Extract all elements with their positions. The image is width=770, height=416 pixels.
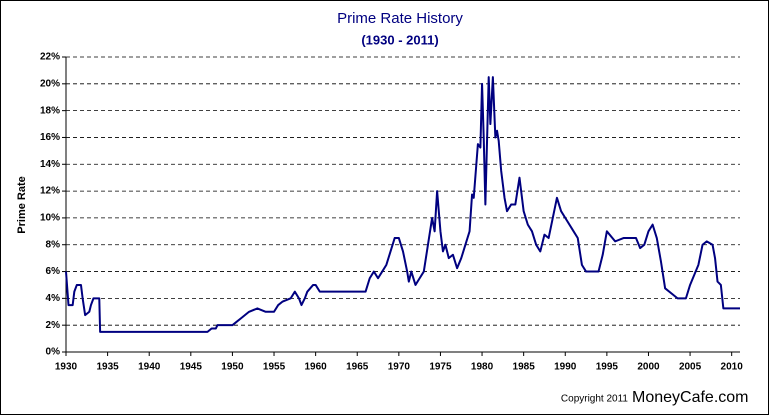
plot-area [66,57,740,352]
y-tick-label: 4% [46,293,61,304]
x-tick-label: 1935 [96,362,119,373]
y-tick-label: 12% [40,186,60,197]
x-tick-label: 1955 [263,362,286,373]
x-tick-label: 1990 [554,362,577,373]
y-tick-label: 20% [40,78,60,89]
x-tick-label: 1985 [513,362,536,373]
x-tick-label: 2000 [637,362,660,373]
x-tick-label: 1995 [596,362,619,373]
series-line [65,76,740,333]
x-tick-label: 1945 [180,362,203,373]
credit-prefix: Copyright 2011 [561,394,629,405]
y-tick-label: 6% [46,266,61,277]
y-tick-label: 22% [40,52,60,63]
y-tick-label: 8% [46,239,61,250]
x-tick-label: 1970 [388,362,411,373]
chart-title: Prime Rate History [337,10,463,27]
x-tick-label: 1965 [346,362,369,373]
y-axis-label: Prime Rate [16,176,28,233]
y-tick-label: 16% [40,132,60,143]
x-tick-label: 1980 [471,362,494,373]
x-tick-label: 1930 [55,362,78,373]
chart-subtitle: (1930 - 2011) [361,32,438,47]
y-tick-label: 18% [40,105,60,116]
x-tick-label: 2010 [721,362,744,373]
x-tick-label: 1960 [305,362,328,373]
y-tick-label: 14% [40,159,60,170]
x-tick-label: 1950 [221,362,244,373]
x-tick-label: 1940 [138,362,161,373]
y-tick-label: 2% [46,320,61,331]
credit-site: MoneyCafe.com [632,389,749,406]
x-tick-label: 1975 [429,362,452,373]
x-tick-label: 2005 [679,362,702,373]
y-tick-label: 0% [46,347,61,358]
y-tick-label: 10% [40,213,60,224]
